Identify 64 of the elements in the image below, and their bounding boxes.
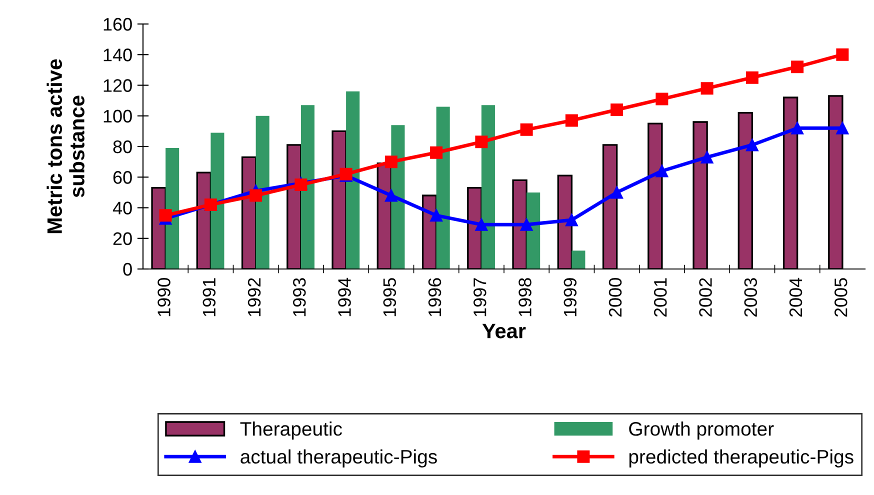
legend-label: actual therapeutic-Pigs <box>240 449 437 468</box>
x-tick-label: 2003 <box>744 278 758 317</box>
bar <box>436 106 450 269</box>
x-tick-label: 1995 <box>383 278 396 316</box>
x-tick-label: 1999 <box>564 278 577 316</box>
point <box>836 48 849 61</box>
x-tick-label: 2001 <box>654 278 667 317</box>
legend-label: predicted therapeutic-Pigs <box>629 449 854 468</box>
point <box>791 60 804 74</box>
bar <box>256 116 270 269</box>
y-tick-label: 160 <box>104 18 132 31</box>
point <box>791 122 804 134</box>
bar <box>391 125 405 269</box>
legend-label: Therapeutic <box>240 422 342 440</box>
legend-label: Growth promoter <box>629 422 774 440</box>
x-tick-label: 1990 <box>158 278 170 316</box>
x-tick-label: 2000 <box>608 278 622 317</box>
point <box>610 104 624 116</box>
x-tick-label: 1996 <box>428 278 442 316</box>
point <box>520 218 533 231</box>
point <box>384 156 398 168</box>
point <box>430 146 443 159</box>
point <box>159 209 172 222</box>
x-tick-label: 1991 <box>202 278 216 316</box>
point <box>384 189 398 202</box>
y-tick-label: 20 <box>113 232 132 246</box>
y-tick-label: 60 <box>113 171 132 184</box>
point <box>294 178 308 192</box>
y-tick-label: 0 <box>123 262 132 276</box>
point <box>250 189 262 202</box>
y-tick-label: 100 <box>104 110 132 123</box>
point <box>656 164 668 178</box>
bar <box>166 148 180 269</box>
x-axis-title: Year <box>482 324 526 338</box>
point <box>700 82 714 95</box>
point <box>565 214 578 226</box>
point <box>656 92 668 106</box>
y-tick-label: 140 <box>104 48 132 62</box>
point <box>836 122 849 134</box>
point <box>475 218 488 231</box>
point <box>746 138 758 152</box>
bar <box>481 105 495 269</box>
x-tick-label: 1993 <box>293 278 306 316</box>
bar <box>526 192 540 269</box>
point <box>565 114 578 127</box>
point <box>746 71 758 84</box>
y-tick-label: 120 <box>104 79 132 92</box>
x-tick-label: 1998 <box>518 278 532 316</box>
point <box>475 136 488 148</box>
point <box>610 186 624 199</box>
x-tick-label: 1994 <box>338 278 351 316</box>
x-tick-label: 1997 <box>474 278 486 316</box>
x-tick-label: 1992 <box>248 278 261 316</box>
bar <box>210 132 224 269</box>
point <box>520 123 533 136</box>
point <box>700 150 714 164</box>
y-tick-label: 40 <box>112 202 132 214</box>
x-tick-label: 2004 <box>789 278 802 317</box>
y-axis-title: Metric tons active substance <box>46 59 84 234</box>
x-tick-label: 2005 <box>834 278 848 317</box>
bar <box>572 250 586 269</box>
y-tick-label: 80 <box>113 140 132 154</box>
x-tick-label: 2002 <box>699 278 712 317</box>
point <box>430 209 443 222</box>
